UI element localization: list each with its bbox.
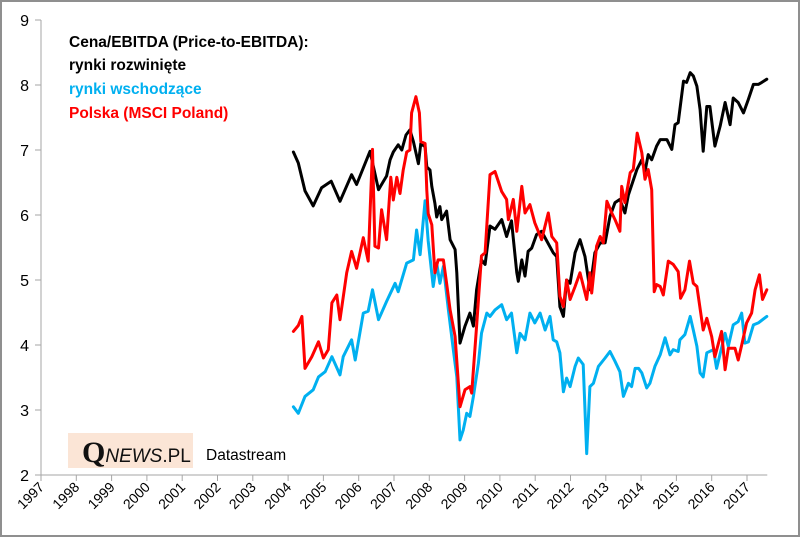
- x-tick-label: 2017: [720, 479, 753, 512]
- x-tick-label: 2015: [649, 479, 682, 512]
- qnews-logo: QNEWS.PL: [68, 433, 193, 469]
- source-label: Datastream: [206, 447, 286, 464]
- x-tick-label: 2008: [402, 479, 435, 512]
- y-tick-label: 6: [20, 208, 29, 225]
- x-tick-label: 2010: [473, 479, 506, 512]
- x-tick-label: 2000: [120, 479, 153, 512]
- legend-item-developed-markets: rynki rozwinięte: [69, 57, 187, 74]
- x-tick-label: 2007: [367, 479, 400, 512]
- x-tick-label: 2009: [437, 479, 470, 512]
- legend-item-poland: Polska (MSCI Poland): [69, 105, 228, 122]
- series-poland-line: Polska (MSCI Poland): [291, 95, 769, 409]
- logo-q-letter: Q: [82, 436, 105, 469]
- x-tick-label: 2011: [509, 479, 542, 512]
- y-tick-label: 8: [20, 78, 29, 95]
- x-tick-label: 1998: [49, 479, 82, 512]
- logo-q: QNEWS.PL: [82, 436, 191, 469]
- x-tick-label: 2014: [614, 479, 647, 512]
- logo-news-text: NEWS: [105, 446, 162, 467]
- x-tick-label: 1997: [14, 479, 47, 512]
- y-tick-label: 9: [20, 13, 29, 30]
- x-tick-label: 2013: [579, 479, 612, 512]
- x-tick-label: 2003: [226, 479, 259, 512]
- series-emerging-markets-line: rynki wschodzące: [291, 199, 769, 456]
- x-tick-label: 2006: [331, 479, 364, 512]
- y-tick-label: 3: [20, 403, 29, 420]
- x-tick-label: 2016: [684, 479, 717, 512]
- y-tick-label: 5: [20, 273, 29, 290]
- y-tick-label: 2: [20, 468, 29, 485]
- legend: Cena/EBITDA (Price-to-EBITDA): rynki roz…: [69, 34, 309, 122]
- x-tick-label: 2004: [261, 479, 294, 512]
- chart-title: Cena/EBITDA (Price-to-EBITDA):: [69, 34, 309, 51]
- legend-item-emerging-markets: rynki wschodzące: [69, 81, 202, 98]
- x-tick-label: 2001: [155, 479, 188, 512]
- logo-pl-text: .PL: [162, 446, 191, 467]
- x-tick-label: 2012: [543, 479, 576, 512]
- y-tick-label: 7: [20, 143, 29, 160]
- x-tick-label: 2002: [190, 479, 223, 512]
- x-tick-label: 2005: [296, 479, 329, 512]
- y-tick-label: 4: [20, 338, 29, 355]
- x-tick-label: 1999: [84, 479, 117, 512]
- logo-background: [68, 433, 193, 468]
